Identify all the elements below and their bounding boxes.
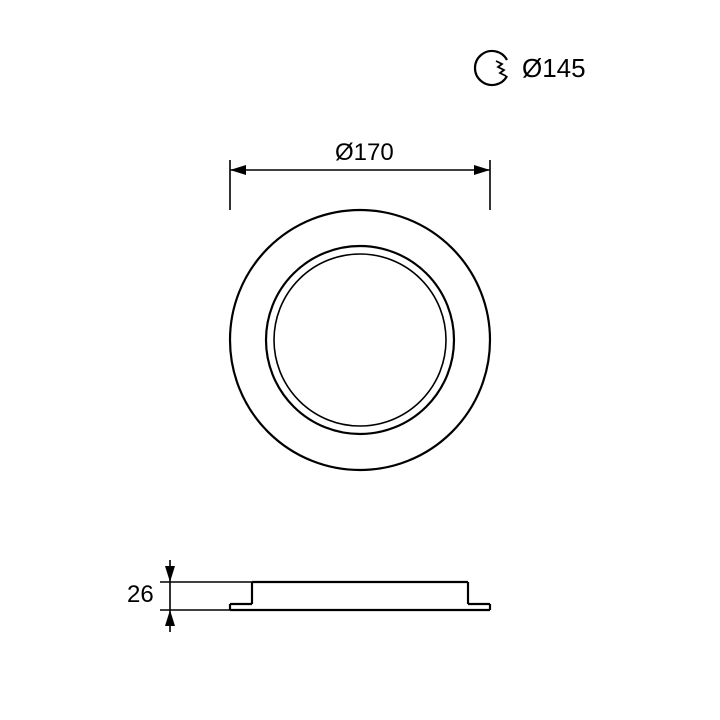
cutout-spec xyxy=(475,51,507,85)
height-label: 26 xyxy=(127,581,154,608)
outer-diameter-label: Ø170 xyxy=(335,139,394,166)
technical-drawing: Ø145 Ø170 26 xyxy=(0,0,720,720)
cutout-icon xyxy=(475,51,507,85)
top-view xyxy=(230,210,490,470)
side-view xyxy=(230,582,490,610)
cutout-diameter-label: Ø145 xyxy=(522,53,586,83)
